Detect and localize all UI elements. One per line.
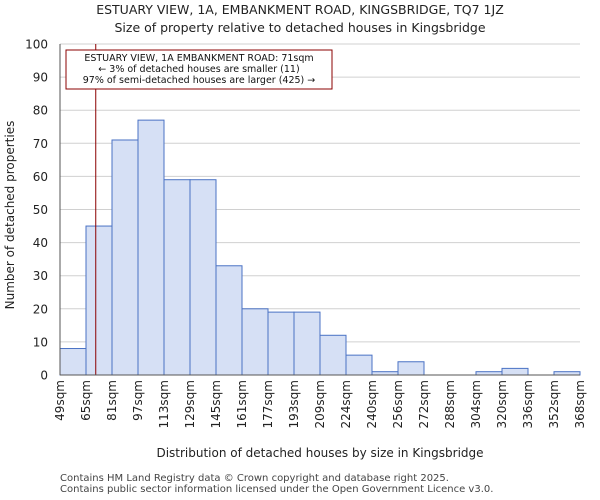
y-tick-label: 40 bbox=[33, 236, 48, 250]
x-tick-label: 97sqm bbox=[131, 380, 145, 421]
histogram-bar bbox=[267, 311, 295, 376]
x-tick-label: 129sqm bbox=[183, 380, 197, 428]
x-tick-label: 113sqm bbox=[157, 380, 171, 428]
histogram-bar bbox=[397, 361, 425, 376]
y-tick-label: 50 bbox=[33, 203, 48, 217]
annotation-border bbox=[65, 49, 333, 90]
histogram-bar bbox=[111, 139, 139, 376]
annotation-line-2: ← 3% of detached houses are smaller (11) bbox=[98, 64, 299, 75]
footer-line-2: Contains public sector information licen… bbox=[60, 484, 494, 495]
y-tick-label: 80 bbox=[33, 104, 48, 118]
histogram-bar bbox=[501, 367, 529, 376]
footer-line-1: Contains HM Land Registry data © Crown c… bbox=[60, 473, 449, 484]
chart-subtitle: Size of property relative to detached ho… bbox=[114, 20, 486, 35]
x-tick-label: 320sqm bbox=[495, 380, 509, 428]
axes bbox=[59, 44, 580, 376]
x-tick-label: 304sqm bbox=[469, 380, 483, 428]
histogram-bar bbox=[319, 334, 347, 376]
y-tick-label: 90 bbox=[33, 71, 48, 85]
y-tick-label: 30 bbox=[33, 269, 48, 283]
histogram-bar bbox=[59, 348, 87, 376]
y-tick-label: 70 bbox=[33, 137, 48, 151]
x-tick-label: 161sqm bbox=[235, 380, 249, 428]
x-tick-label: 368sqm bbox=[573, 380, 587, 428]
y-tick-label: 60 bbox=[33, 170, 48, 184]
annotation-line-1: ESTUARY VIEW, 1A EMBANKMENT ROAD: 71sqm bbox=[84, 53, 313, 64]
annotation-box: ESTUARY VIEW, 1A EMBANKMENT ROAD: 71sqm … bbox=[65, 49, 333, 90]
x-tick-label: 256sqm bbox=[391, 380, 405, 428]
bars bbox=[59, 119, 581, 376]
x-tick-labels: 49sqm 65sqm 81sqm 97sqm 113sqm 129sqm 145sqm 16… bbox=[53, 380, 587, 428]
chart-title: ESTUARY VIEW, 1A, EMBANKMENT ROAD, KINGS… bbox=[96, 2, 504, 17]
x-tick-label: 288sqm bbox=[443, 380, 457, 428]
x-tick-label: 224sqm bbox=[339, 380, 353, 428]
y-tick-label: 10 bbox=[33, 335, 48, 349]
x-tick-label: 240sqm bbox=[365, 380, 379, 428]
x-tick-label: 209sqm bbox=[313, 380, 327, 428]
x-tick-label: 352sqm bbox=[547, 380, 561, 428]
x-tick-label: 65sqm bbox=[79, 380, 93, 421]
histogram-bar bbox=[215, 265, 243, 376]
x-tick-label: 145sqm bbox=[209, 380, 223, 428]
x-tick-label: 177sqm bbox=[261, 380, 275, 428]
x-tick-label: 49sqm bbox=[53, 380, 67, 421]
x-tick-label: 193sqm bbox=[287, 380, 301, 428]
histogram-bar bbox=[345, 354, 373, 376]
x-tick-label: 81sqm bbox=[105, 380, 119, 421]
y-axis-label: Number of detached properties bbox=[3, 121, 17, 310]
x-tick-label: 336sqm bbox=[521, 380, 535, 428]
y-tick-label: 20 bbox=[33, 302, 48, 316]
histogram-bar bbox=[163, 179, 191, 376]
histogram-bar bbox=[189, 179, 217, 376]
histogram-bar bbox=[241, 308, 269, 376]
histogram-bar bbox=[137, 119, 165, 376]
y-tick-label: 100 bbox=[25, 38, 48, 52]
x-axis-label: Distribution of detached houses by size … bbox=[156, 446, 483, 460]
histogram-bar bbox=[293, 311, 321, 376]
y-tick-labels: 0 10 20 30 40 50 60 70 80 90 100 bbox=[25, 38, 48, 383]
x-tick-label: 272sqm bbox=[417, 380, 431, 428]
annotation-line-3: 97% of semi-detached houses are larger (… bbox=[83, 75, 316, 86]
y-tick-label: 0 bbox=[40, 369, 48, 383]
histogram-bar bbox=[85, 225, 113, 376]
